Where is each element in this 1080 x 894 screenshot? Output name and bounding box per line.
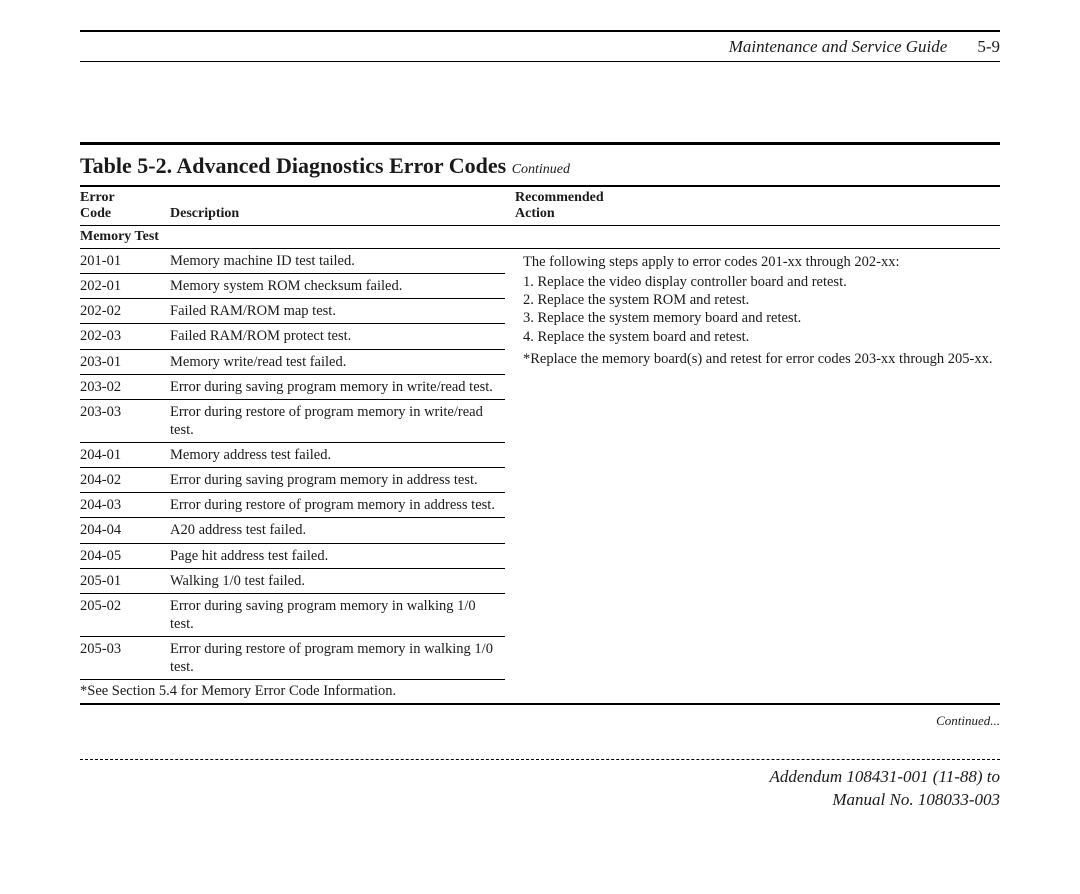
table-header-row: Error Code Description Recommended Actio… <box>80 185 1000 226</box>
cell-code: 202-02 <box>80 302 170 320</box>
cell-code: 205-01 <box>80 572 170 590</box>
table-row: 202-01Memory system ROM checksum failed. <box>80 274 505 299</box>
col-header-desc: Description <box>170 190 515 222</box>
section-header: Memory Test <box>80 226 1000 249</box>
table-row: 205-03Error during restore of program me… <box>80 637 505 680</box>
col-header-code: Error Code <box>80 190 170 222</box>
cell-code: 201-01 <box>80 252 170 270</box>
footer-text: Addendum 108431-001 (11-88) to Manual No… <box>80 766 1000 812</box>
footer-line1: Addendum 108431-001 (11-88) to <box>80 766 1000 789</box>
cell-code: 203-03 <box>80 403 170 439</box>
table-footnote: *See Section 5.4 for Memory Error Code I… <box>80 680 1000 705</box>
hdr-error: Error <box>80 190 170 206</box>
cell-desc: Memory address test failed. <box>170 446 505 464</box>
action-intro: The following steps apply to error codes… <box>523 253 1000 271</box>
cell-desc: Failed RAM/ROM map test. <box>170 302 505 320</box>
document-page: Maintenance and Service Guide 5-9 Table … <box>80 30 1000 812</box>
table-row: 205-01Walking 1/0 test failed. <box>80 569 505 594</box>
table-top-rule <box>80 142 1000 145</box>
cell-code: 204-02 <box>80 471 170 489</box>
cell-desc: Error during restore of program memory i… <box>170 403 505 439</box>
footer-line2: Manual No. 108033-003 <box>80 789 1000 812</box>
table-row: 204-05Page hit address test failed. <box>80 544 505 569</box>
cell-desc: Memory machine ID test tailed. <box>170 252 505 270</box>
cell-code: 202-01 <box>80 277 170 295</box>
action-note: *Replace the memory board(s) and retest … <box>523 350 1000 368</box>
table-row: 205-02Error during saving program memory… <box>80 594 505 637</box>
table-row: 204-04A20 address test failed. <box>80 518 505 543</box>
table-row: 203-01Memory write/read test failed. <box>80 350 505 375</box>
cell-code: 204-05 <box>80 547 170 565</box>
title-continued: Continued <box>512 162 570 177</box>
cell-desc: Error during saving program memory in ad… <box>170 471 505 489</box>
guide-title: Maintenance and Service Guide <box>729 37 948 57</box>
table-row: 204-01Memory address test failed. <box>80 443 505 468</box>
cell-code: 202-03 <box>80 327 170 345</box>
page-footer-area: Addendum 108431-001 (11-88) to Manual No… <box>80 759 1000 812</box>
cell-desc: Page hit address test failed. <box>170 547 505 565</box>
cell-code: 203-02 <box>80 378 170 396</box>
action-step: 3. Replace the system memory board and r… <box>523 309 1000 327</box>
table-row: 204-03Error during restore of program me… <box>80 493 505 518</box>
table-row: 202-02Failed RAM/ROM map test. <box>80 299 505 324</box>
table-row: 202-03Failed RAM/ROM protect test. <box>80 324 505 349</box>
table-title: Table 5-2. Advanced Diagnostics Error Co… <box>80 149 1000 185</box>
action-step: 4. Replace the system board and retest. <box>523 328 1000 346</box>
top-rule <box>80 30 1000 32</box>
table-row: 201-01Memory machine ID test tailed. <box>80 249 505 274</box>
continued-label: Continued... <box>80 705 1000 729</box>
page-header: Maintenance and Service Guide 5-9 <box>80 35 1000 61</box>
page-number: 5-9 <box>977 37 1000 57</box>
title-main: Table 5-2. Advanced Diagnostics Error Co… <box>80 153 506 178</box>
cell-desc: A20 address test failed. <box>170 521 505 539</box>
rows-column: 201-01Memory machine ID test tailed.202-… <box>80 249 505 680</box>
hdr-description: Description <box>170 206 505 222</box>
cell-desc: Error during restore of program memory i… <box>170 640 505 676</box>
spacer <box>80 62 1000 142</box>
cell-desc: Memory write/read test failed. <box>170 353 505 371</box>
table-row: 203-02Error during saving program memory… <box>80 375 505 400</box>
cell-code: 204-03 <box>80 496 170 514</box>
table-row: 204-02Error during saving program memory… <box>80 468 505 493</box>
cell-desc: Failed RAM/ROM protect test. <box>170 327 505 345</box>
hdr-recommended: Recommended <box>515 190 1000 206</box>
cell-code: 205-02 <box>80 597 170 633</box>
cell-desc: Walking 1/0 test failed. <box>170 572 505 590</box>
hdr-action: Action <box>515 206 1000 222</box>
cell-code: 205-03 <box>80 640 170 676</box>
cell-desc: Error during restore of program memory i… <box>170 496 505 514</box>
cell-desc: Memory system ROM checksum failed. <box>170 277 505 295</box>
cell-code: 204-01 <box>80 446 170 464</box>
dashed-rule <box>80 759 1000 760</box>
cell-desc: Error during saving program memory in wr… <box>170 378 505 396</box>
cell-code: 204-04 <box>80 521 170 539</box>
hdr-code: Code <box>80 206 170 222</box>
table-body: 201-01Memory machine ID test tailed.202-… <box>80 249 1000 680</box>
col-header-action: Recommended Action <box>515 190 1000 222</box>
cell-desc: Error during saving program memory in wa… <box>170 597 505 633</box>
table-row: 203-03Error during restore of program me… <box>80 400 505 443</box>
cell-code: 203-01 <box>80 353 170 371</box>
action-step: 1. Replace the video display controller … <box>523 273 1000 291</box>
action-step: 2. Replace the system ROM and retest. <box>523 291 1000 309</box>
actions-column: The following steps apply to error codes… <box>505 249 1000 680</box>
